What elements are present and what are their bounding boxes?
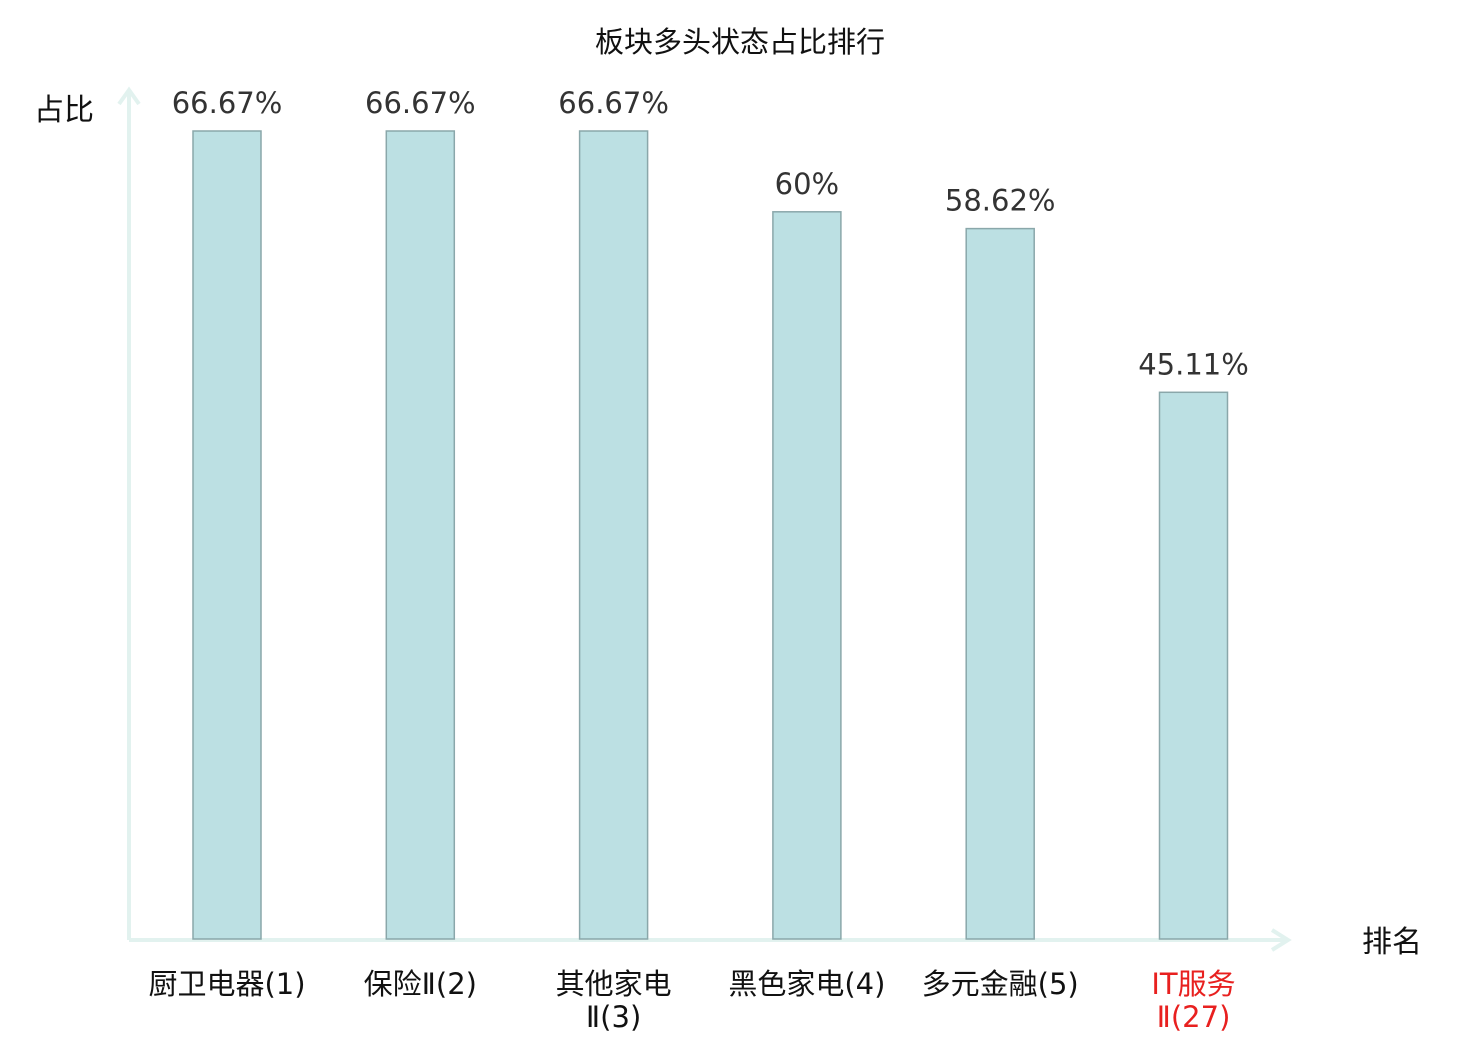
category-label-3-line-2: Ⅱ(3)	[586, 1000, 641, 1034]
y-axis-arrow	[117, 86, 141, 106]
bar-5	[965, 227, 1035, 940]
value-label-4: 60%	[775, 167, 839, 201]
value-label-3: 66.67%	[558, 86, 669, 120]
category-label-6-line-1: IT服务	[1151, 967, 1235, 1001]
bar-3	[578, 130, 649, 940]
category-label-1: 厨卫电器(1)	[148, 967, 305, 1001]
x-axis-arrow	[1270, 928, 1292, 952]
axes	[117, 86, 1292, 952]
category-label-5: 多元金融(5)	[922, 967, 1079, 1001]
value-label-5: 58.62%	[945, 184, 1056, 218]
bar-6	[1158, 391, 1229, 940]
value-labels-group: 66.67% 66.67% 66.67% 60% 58.62% 45.11%	[172, 86, 1249, 381]
value-label-2: 66.67%	[365, 86, 476, 120]
bars-group	[192, 130, 1229, 940]
value-label-1: 66.67%	[172, 86, 283, 120]
category-label-2: 保险Ⅱ(2)	[364, 967, 477, 1001]
bar-2	[385, 130, 456, 940]
bar-1	[192, 130, 262, 940]
category-label-3-line-1: 其他家电	[556, 967, 672, 1001]
category-label-6-line-2: Ⅱ(27)	[1157, 1000, 1231, 1034]
y-axis-label: 占比	[34, 93, 94, 128]
category-label-4: 黑色家电(4)	[728, 967, 885, 1001]
bar-4	[772, 211, 842, 940]
x-axis-label: 排名	[1362, 925, 1422, 960]
chart-title: 板块多头状态占比排行	[595, 25, 885, 59]
value-label-6: 45.11%	[1138, 347, 1249, 381]
